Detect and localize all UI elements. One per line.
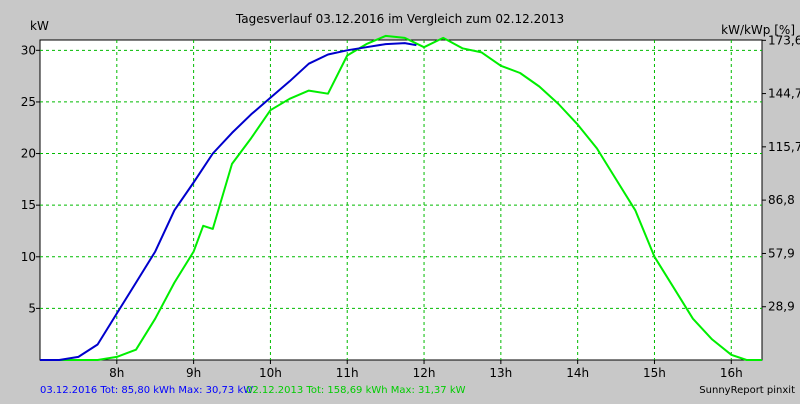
- y-tick-label: 20: [21, 147, 36, 161]
- right-tick-label: 173,6: [768, 33, 800, 47]
- plot-area: [39, 39, 763, 361]
- x-tick-label: 11h: [336, 366, 359, 380]
- x-tick-label: 10h: [259, 366, 282, 380]
- right-tick-label: 115,7: [768, 140, 800, 154]
- x-tick-label: 8h: [109, 366, 124, 380]
- right-tick-label: 144,7: [768, 87, 800, 101]
- x-tick-label: 14h: [566, 366, 589, 380]
- right-tick-label: 86,8: [768, 193, 795, 207]
- chart-title: Tagesverlauf 03.12.2016 im Vergleich zum…: [235, 12, 564, 26]
- series-layer: [40, 34, 762, 361]
- left-axis-label: kW: [30, 19, 49, 33]
- x-tick-label: 12h: [413, 366, 436, 380]
- y-tick-label: 25: [21, 95, 36, 109]
- x-tick-label: 13h: [489, 366, 512, 380]
- y-tick-label: 5: [28, 301, 36, 315]
- x-tick-label: 16h: [720, 366, 743, 380]
- legend-green: 02.12.2013 Tot: 158,69 kWh Max: 31,37 kW: [246, 385, 466, 396]
- right-axis-label: kW/kWp [%]: [721, 23, 795, 37]
- credit: SunnyReport pinxit: [699, 385, 795, 396]
- y-tick-label: 30: [21, 43, 36, 57]
- legend-blue: 03.12.2016 Tot: 85,80 kWh Max: 30,73 kW: [40, 385, 253, 396]
- x-tick-label: 9h: [186, 366, 201, 380]
- ticks: 8h 9h 10h 11h 12h 13h 14h 15h 16h 5 10 15 20 25 30 28,9…: [21, 33, 800, 380]
- right-tick-label: 57,9: [768, 246, 795, 260]
- right-tick-label: 28,9: [768, 300, 795, 314]
- y-tick-label: 10: [21, 250, 36, 264]
- series-line-02.12.2013: [40, 34, 762, 361]
- y-tick-label: 15: [21, 198, 36, 212]
- series-line-03.12.2016: [40, 42, 417, 361]
- x-tick-label: 15h: [643, 366, 666, 380]
